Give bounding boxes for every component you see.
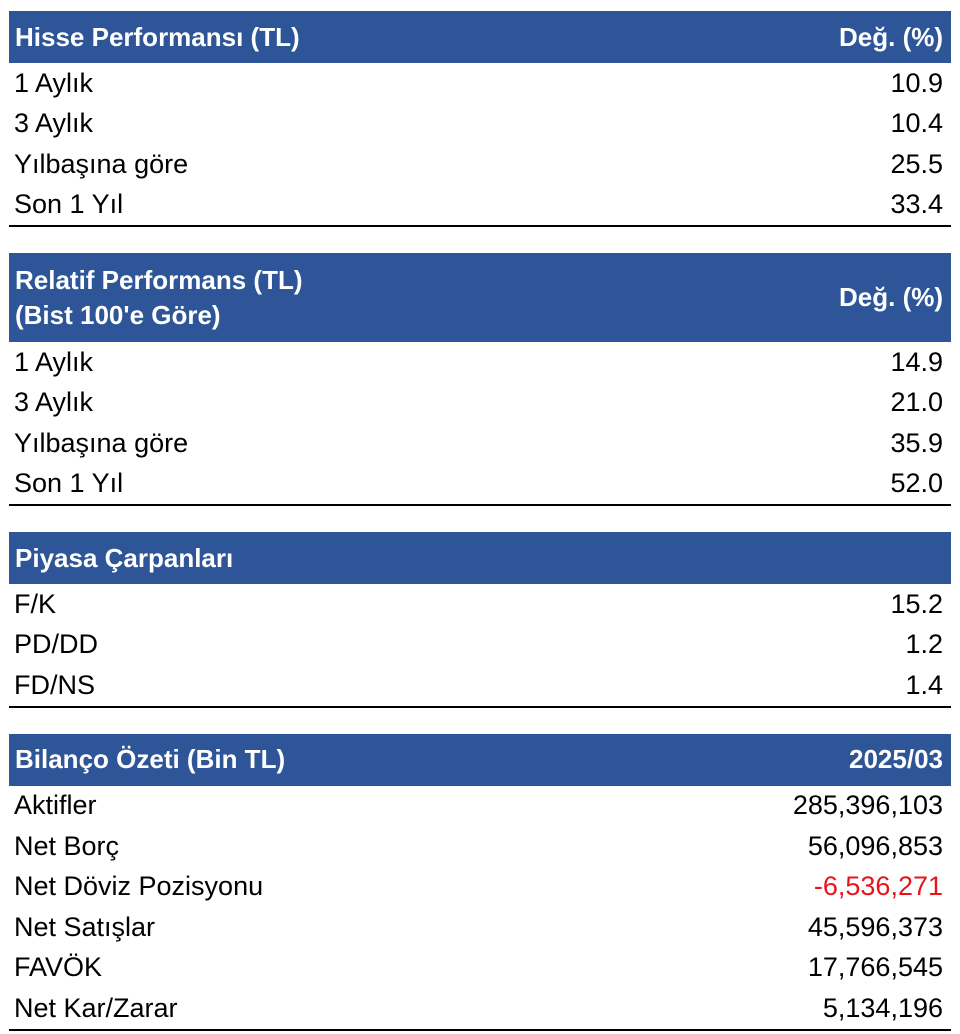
row-value: 17,766,545 xyxy=(807,952,943,983)
table-row: Yılbaşına göre 25.5 xyxy=(9,144,951,185)
row-value: 52.0 xyxy=(890,468,943,499)
balance-sheet-summary-table: Bilanço Özeti (Bin TL) 2025/03 Aktifler … xyxy=(9,733,951,1031)
row-label: Yılbaşına göre xyxy=(14,427,189,458)
value-column-header: Değ. (%) xyxy=(839,282,943,312)
table-row: Aktifler 285,396,103 xyxy=(9,786,951,827)
row-label: Son 1 Yıl xyxy=(14,189,124,220)
table-header: Bilanço Özeti (Bin TL) 2025/03 xyxy=(9,733,951,786)
table-subtitle: (Bist 100'e Göre) xyxy=(15,299,221,330)
table-row: Net Satışlar 45,596,373 xyxy=(9,907,951,948)
table-header: Piyasa Çarpanları xyxy=(9,532,951,584)
row-label: 1 Aylık xyxy=(14,67,94,98)
row-label: Net Satışlar xyxy=(14,911,156,942)
table-row: F/K 15.2 xyxy=(9,584,951,625)
row-value: 33.4 xyxy=(890,189,943,220)
table-row: 3 Aylık 21.0 xyxy=(9,383,951,424)
table-row: Yılbaşına göre 35.9 xyxy=(9,423,951,464)
table-row: Net Borç 56,096,853 xyxy=(9,826,951,867)
row-label: 3 Aylık xyxy=(14,108,94,139)
table-row: Son 1 Yıl 52.0 xyxy=(9,464,951,505)
row-label: Son 1 Yıl xyxy=(14,468,124,499)
row-label: F/K xyxy=(14,588,57,619)
row-value: 25.5 xyxy=(890,148,943,179)
table-row: Son 1 Yıl 33.4 xyxy=(9,185,951,226)
row-label: Net Kar/Zarar xyxy=(14,992,178,1023)
row-label: PD/DD xyxy=(14,629,99,660)
row-value-negative: -6,536,271 xyxy=(813,871,943,902)
row-label: Yılbaşına göre xyxy=(14,148,189,179)
stock-summary-panel: Hisse Performansı (TL) Değ. (%) 1 Aylık … xyxy=(9,11,951,1031)
table-row: Net Kar/Zarar 5,134,196 xyxy=(9,988,951,1029)
row-label: 3 Aylık xyxy=(14,387,94,418)
table-row: 3 Aylık 10.4 xyxy=(9,104,951,145)
table-title: Bilanço Özeti (Bin TL) xyxy=(15,744,286,774)
table-header: Hisse Performansı (TL) Değ. (%) xyxy=(9,11,951,63)
row-value: 10.9 xyxy=(890,67,943,98)
table-row: FD/NS 1.4 xyxy=(9,665,951,706)
row-label: 1 Aylık xyxy=(14,346,94,377)
table-title: Relatif Performans (TL) xyxy=(15,264,303,295)
row-label: Aktifler xyxy=(14,790,97,821)
table-row: 1 Aylık 14.9 xyxy=(9,342,951,383)
table-row: Net Döviz Pozisyonu -6,536,271 xyxy=(9,867,951,908)
row-value: 1.4 xyxy=(905,669,943,700)
table-row: PD/DD 1.2 xyxy=(9,625,951,666)
row-value: 14.9 xyxy=(890,346,943,377)
row-label: Net Borç xyxy=(14,830,120,861)
table-title: Hisse Performansı (TL) xyxy=(15,21,300,52)
stock-performance-table: Hisse Performansı (TL) Değ. (%) 1 Aylık … xyxy=(9,11,951,227)
table-title: Piyasa Çarpanları xyxy=(15,542,234,573)
row-value: 1.2 xyxy=(905,629,943,660)
value-column-header: Değ. (%) xyxy=(839,21,943,52)
row-label: Net Döviz Pozisyonu xyxy=(14,871,264,902)
period-column-header: 2025/03 xyxy=(849,744,943,774)
row-value: 5,134,196 xyxy=(822,992,943,1023)
row-value: 15.2 xyxy=(890,588,943,619)
table-row: FAVÖK 17,766,545 xyxy=(9,948,951,989)
row-label: FAVÖK xyxy=(14,952,103,983)
row-value: 45,596,373 xyxy=(807,911,943,942)
table-header: Relatif Performans (TL) (Bist 100'e Göre… xyxy=(9,253,951,342)
row-label: FD/NS xyxy=(14,669,95,700)
market-multiples-table: Piyasa Çarpanları F/K 15.2 PD/DD 1.2 FD/… xyxy=(9,532,951,708)
row-value: 10.4 xyxy=(890,108,943,139)
relative-performance-table: Relatif Performans (TL) (Bist 100'e Göre… xyxy=(9,253,951,506)
row-value: 21.0 xyxy=(890,387,943,418)
row-value: 56,096,853 xyxy=(807,830,943,861)
row-value: 285,396,103 xyxy=(792,790,943,821)
row-value: 35.9 xyxy=(890,427,943,458)
table-row: 1 Aylık 10.9 xyxy=(9,63,951,104)
